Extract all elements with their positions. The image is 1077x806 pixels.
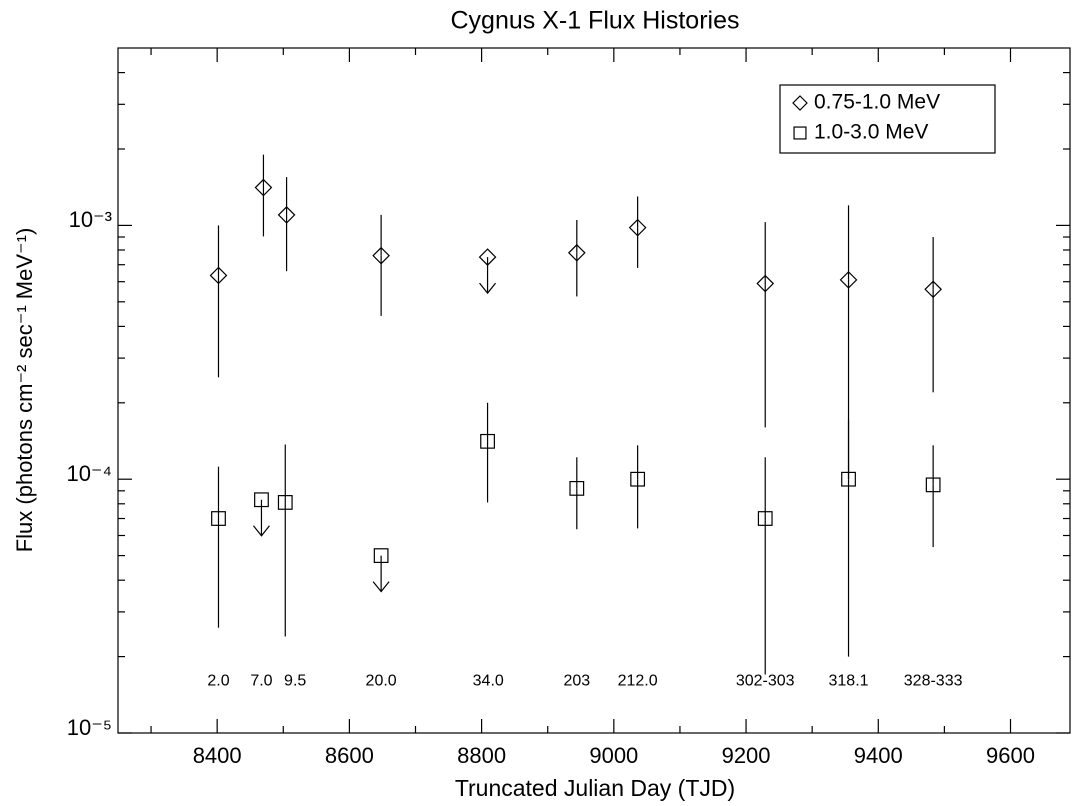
square-marker [569,480,585,496]
square-marker [757,511,773,526]
upper-limit-arrow [252,499,270,537]
square-marker [277,495,293,510]
upper-limit-arrow [372,555,390,593]
legend-label: 1.0-3.0 MeV [814,121,928,144]
square-marker [793,126,807,140]
square-marker [630,471,646,487]
viewing-period-label: 9.5 [284,672,306,689]
viewing-period-label: 2.0 [207,672,229,689]
legend-label: 0.75-1.0 MeV [814,91,940,114]
viewing-period-label: 20.0 [366,672,397,689]
viewing-period-label: 328-333 [904,672,963,689]
y-tick-label: 10⁻³ [69,207,112,232]
y-axis-label: Flux (photons cm⁻² sec⁻¹ MeV⁻¹) [12,228,37,553]
square-marker [925,477,941,493]
x-tick-label: 8800 [457,743,506,768]
diamond-marker [839,271,858,289]
diamond-marker [792,95,808,111]
x-tick-label: 9600 [986,743,1035,768]
diamond-marker [277,206,296,224]
square-marker [211,511,226,526]
viewing-period-label: 34.0 [473,672,504,689]
x-tick-label: 9000 [589,743,638,768]
x-tick-label: 9200 [722,743,771,768]
upper-limit-arrow [479,257,497,295]
diamond-marker [254,178,273,197]
viewing-period-label: 7.0 [250,672,272,689]
diamond-marker [372,246,390,265]
x-tick-label: 8600 [325,743,374,768]
diamond-marker [209,266,228,285]
diamond-marker [478,248,497,266]
viewing-period-label: 212.0 [618,672,658,689]
chart-title: Cygnus X-1 Flux Histories [451,7,740,35]
square-marker [841,471,856,487]
diamond-marker [756,274,775,293]
diamond-marker [567,243,586,262]
x-tick-label: 9400 [854,743,903,768]
diamond-marker [924,280,942,299]
viewing-period-label: 203 [563,672,590,689]
square-marker [480,433,495,449]
square-marker [373,548,389,564]
diamond-marker [628,218,647,237]
x-tick-label: 8400 [193,743,242,768]
viewing-period-label: 318.1 [829,672,869,689]
legend-box [779,84,996,154]
viewing-period-label: 302-303 [736,672,795,689]
y-tick-label: 10⁻⁴ [66,461,112,486]
plot-frame [117,47,1071,734]
square-marker [254,492,269,508]
y-tick-label: 10⁻⁵ [67,715,112,740]
x-axis-label: Truncated Julian Day (TJD) [455,775,735,801]
